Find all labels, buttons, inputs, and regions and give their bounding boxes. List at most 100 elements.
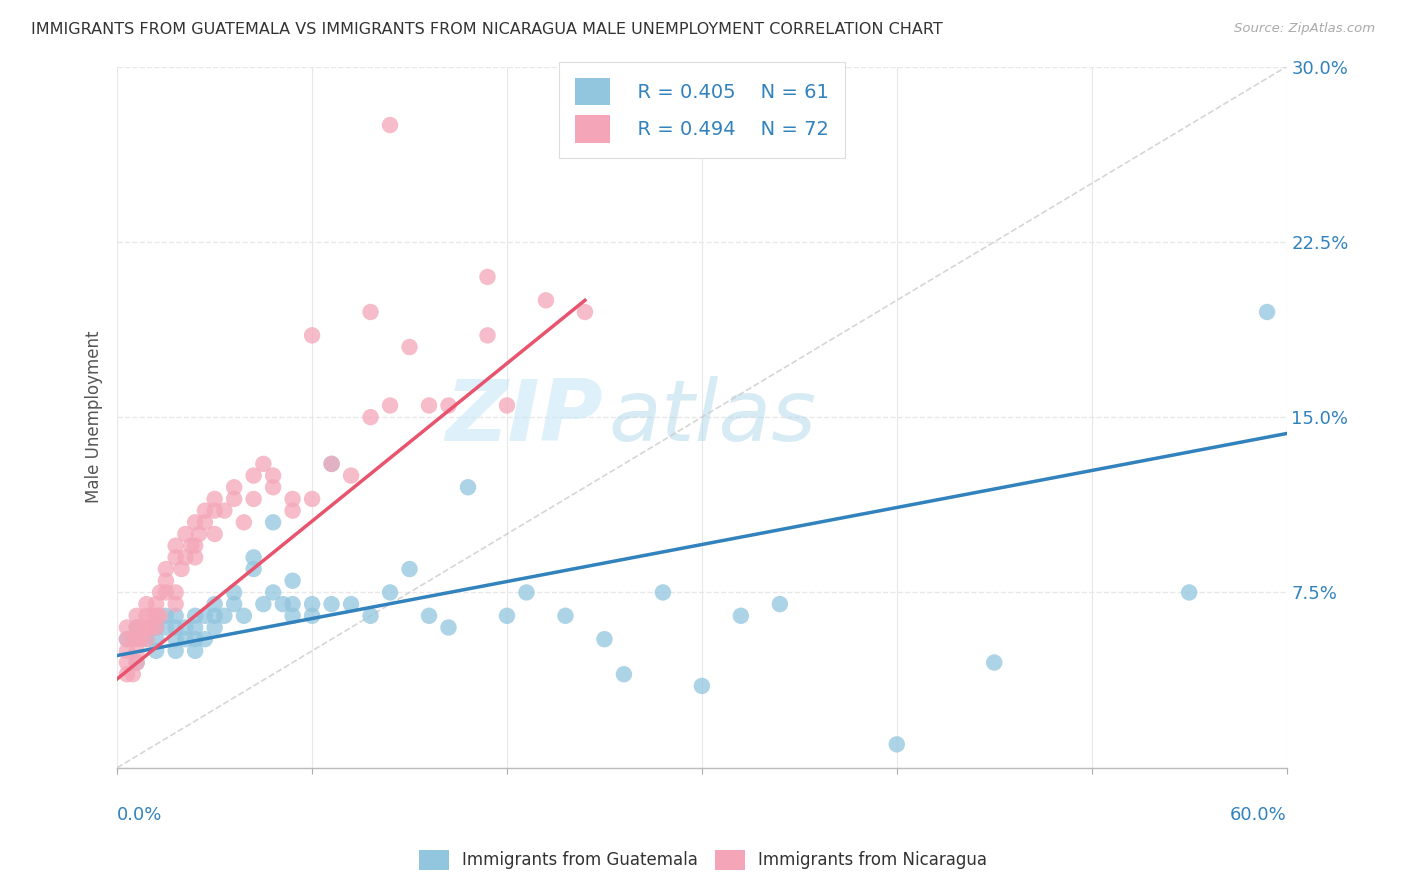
Point: [477, 328, 499, 343]
Point: [174, 527, 197, 541]
Point: [149, 608, 172, 623]
Point: [204, 620, 226, 634]
Point: [165, 632, 187, 647]
Point: [983, 656, 1005, 670]
Point: [769, 597, 792, 611]
Point: [301, 328, 323, 343]
Point: [184, 608, 207, 623]
Point: [194, 632, 217, 647]
Text: atlas: atlas: [609, 376, 817, 458]
Point: [115, 620, 138, 634]
Point: [165, 539, 187, 553]
Point: [135, 632, 157, 647]
Point: [155, 620, 177, 634]
Point: [204, 491, 226, 506]
Point: [174, 550, 197, 565]
Point: [886, 737, 908, 751]
Point: [262, 480, 284, 494]
Point: [115, 644, 138, 658]
Point: [184, 539, 207, 553]
Point: [165, 550, 187, 565]
Point: [554, 608, 576, 623]
Point: [125, 656, 148, 670]
Text: IMMIGRANTS FROM GUATEMALA VS IMMIGRANTS FROM NICARAGUA MALE UNEMPLOYMENT CORRELA: IMMIGRANTS FROM GUATEMALA VS IMMIGRANTS …: [31, 22, 942, 37]
Point: [262, 585, 284, 599]
Point: [281, 597, 304, 611]
Point: [360, 608, 382, 623]
Point: [301, 608, 323, 623]
Point: [184, 620, 207, 634]
Point: [165, 620, 187, 634]
Point: [321, 457, 343, 471]
Point: [155, 574, 177, 588]
Point: [188, 527, 211, 541]
Point: [477, 269, 499, 284]
Point: [165, 585, 187, 599]
Point: [174, 620, 197, 634]
Point: [534, 293, 557, 308]
Point: [437, 620, 460, 634]
Point: [155, 585, 177, 599]
Point: [232, 516, 254, 530]
Point: [115, 667, 138, 681]
Point: [340, 468, 363, 483]
Point: [129, 632, 152, 647]
Point: [135, 620, 157, 634]
Point: [271, 597, 294, 611]
Point: [496, 608, 519, 623]
Point: [165, 644, 187, 658]
Point: [141, 608, 163, 623]
Point: [340, 597, 363, 611]
Point: [730, 608, 752, 623]
Point: [174, 632, 197, 647]
Point: [496, 399, 519, 413]
Point: [135, 608, 157, 623]
Point: [398, 562, 420, 576]
Point: [121, 667, 143, 681]
Point: [613, 667, 636, 681]
Text: 0.0%: 0.0%: [117, 806, 163, 824]
Point: [262, 516, 284, 530]
Point: [690, 679, 713, 693]
Point: [1178, 585, 1201, 599]
Point: [204, 527, 226, 541]
Point: [232, 608, 254, 623]
Point: [125, 632, 148, 647]
Point: [155, 562, 177, 576]
Point: [321, 597, 343, 611]
Point: [437, 399, 460, 413]
Point: [224, 480, 246, 494]
Text: Source: ZipAtlas.com: Source: ZipAtlas.com: [1234, 22, 1375, 36]
Point: [224, 491, 246, 506]
Point: [378, 585, 401, 599]
Point: [180, 539, 202, 553]
Point: [242, 491, 264, 506]
Point: [281, 574, 304, 588]
Point: [214, 608, 236, 623]
Point: [115, 632, 138, 647]
Point: [145, 644, 167, 658]
Point: [252, 457, 274, 471]
Point: [224, 585, 246, 599]
Point: [145, 620, 167, 634]
Point: [224, 597, 246, 611]
Point: [194, 516, 217, 530]
Point: [194, 503, 217, 517]
Point: [135, 597, 157, 611]
Point: [121, 632, 143, 647]
Point: [194, 608, 217, 623]
Point: [184, 516, 207, 530]
Point: [155, 608, 177, 623]
Point: [125, 644, 148, 658]
Point: [301, 597, 323, 611]
Point: [135, 632, 157, 647]
Point: [252, 597, 274, 611]
Point: [129, 620, 152, 634]
Point: [360, 305, 382, 319]
Point: [125, 620, 148, 634]
Point: [214, 503, 236, 517]
Point: [242, 468, 264, 483]
Point: [281, 608, 304, 623]
Point: [170, 562, 193, 576]
Point: [204, 597, 226, 611]
